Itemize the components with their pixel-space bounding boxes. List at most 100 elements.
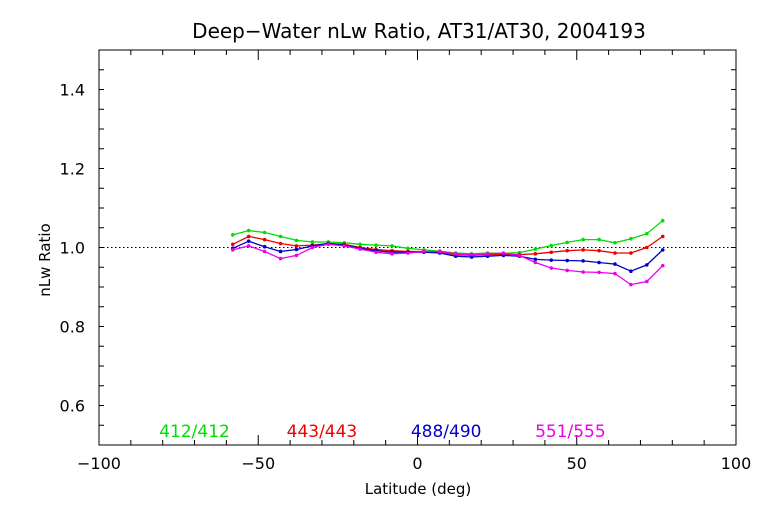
series-point	[613, 262, 617, 266]
series-point	[533, 252, 538, 256]
series-point	[342, 244, 347, 248]
series-point	[597, 260, 601, 265]
series-point	[549, 250, 554, 255]
series-point	[278, 234, 283, 239]
series-point	[278, 256, 283, 261]
y-axis-label: nLw Ratio	[36, 223, 54, 296]
series-point	[581, 259, 585, 263]
series-point	[278, 241, 283, 246]
series-point	[230, 233, 235, 237]
series-point	[246, 239, 251, 243]
legend-entry: 412/412	[159, 422, 230, 442]
series-line	[232, 240, 664, 272]
series-point	[533, 247, 538, 251]
series-point	[294, 247, 299, 252]
series-point	[565, 240, 569, 245]
legend-entry: 488/490	[411, 422, 482, 442]
series-point	[660, 248, 665, 252]
series-point	[645, 279, 649, 284]
series-point	[629, 237, 633, 241]
series-point	[374, 250, 378, 255]
series-point	[246, 244, 251, 248]
series-point	[262, 230, 267, 235]
series-point	[613, 240, 617, 245]
series-point	[294, 238, 299, 243]
series-point	[660, 218, 665, 223]
series-point	[613, 271, 617, 276]
x-tick-label: 0	[412, 454, 422, 473]
series-point	[629, 251, 633, 255]
series-line	[232, 235, 664, 257]
x-axis-label: Latitude (deg)	[365, 480, 471, 498]
series-point	[453, 252, 458, 256]
series-point	[533, 257, 538, 262]
x-tick-label: 100	[721, 454, 752, 473]
series-point	[437, 249, 442, 254]
y-axis: 0.6 0.8 1.0 1.2 1.4	[60, 49, 736, 446]
y-tick-label: 1.0	[60, 239, 85, 258]
series-point	[581, 270, 585, 274]
series-point	[230, 242, 235, 247]
series-point	[597, 270, 601, 275]
series-point	[310, 240, 315, 244]
series-point	[597, 248, 601, 253]
x-tick-label: −50	[241, 454, 275, 473]
series-point	[597, 237, 601, 242]
series-point	[246, 228, 251, 233]
series-point	[294, 253, 299, 258]
series-point	[406, 251, 410, 255]
series-point	[629, 282, 633, 287]
series-point	[660, 263, 665, 268]
series-point	[278, 249, 283, 254]
x-tick-label: 50	[567, 454, 587, 473]
x-tick-label: −100	[77, 454, 121, 473]
series-point	[262, 244, 267, 249]
series-point	[645, 231, 649, 236]
series-point	[581, 237, 585, 242]
legend-entry: 443/443	[287, 422, 358, 442]
legend: 412/412 443/443 488/490 551/555	[159, 422, 605, 442]
series-layer	[230, 218, 665, 287]
series-point	[390, 244, 394, 248]
series-point	[501, 251, 506, 255]
series-point	[660, 234, 665, 239]
series-point	[374, 243, 378, 247]
series-point	[517, 253, 522, 258]
series-point	[629, 269, 633, 274]
series-3	[230, 242, 665, 287]
y-tick-label: 0.6	[60, 397, 85, 416]
series-point	[310, 245, 315, 250]
series-point	[533, 260, 538, 265]
series-point	[230, 248, 235, 252]
series-point	[613, 251, 617, 255]
series-point	[581, 248, 585, 252]
series-point	[549, 266, 554, 270]
series-point	[422, 249, 426, 254]
y-tick-label: 1.4	[60, 81, 85, 100]
chart-title: Deep−Water nLw Ratio, AT31/AT30, 2004193	[192, 19, 646, 43]
series-point	[246, 234, 251, 239]
series-point	[326, 242, 331, 247]
series-point	[406, 246, 410, 251]
series-point	[565, 248, 569, 253]
legend-entry: 551/555	[535, 422, 606, 442]
series-point	[469, 252, 474, 257]
x-axis: −100 −50 0 50 100	[77, 50, 751, 473]
series-point	[485, 252, 490, 256]
series-point	[262, 249, 267, 254]
series-point	[565, 268, 569, 273]
series-point	[549, 243, 554, 248]
series-point	[390, 252, 394, 256]
series-point	[645, 263, 649, 267]
y-tick-label: 1.2	[60, 160, 85, 179]
series-point	[549, 258, 554, 262]
series-point	[262, 237, 267, 242]
series-line	[232, 243, 664, 286]
series-point	[294, 244, 299, 248]
y-tick-label: 0.8	[60, 318, 85, 337]
series-point	[358, 247, 362, 251]
series-point	[358, 242, 362, 247]
series-point	[645, 245, 649, 250]
series-point	[565, 258, 569, 263]
